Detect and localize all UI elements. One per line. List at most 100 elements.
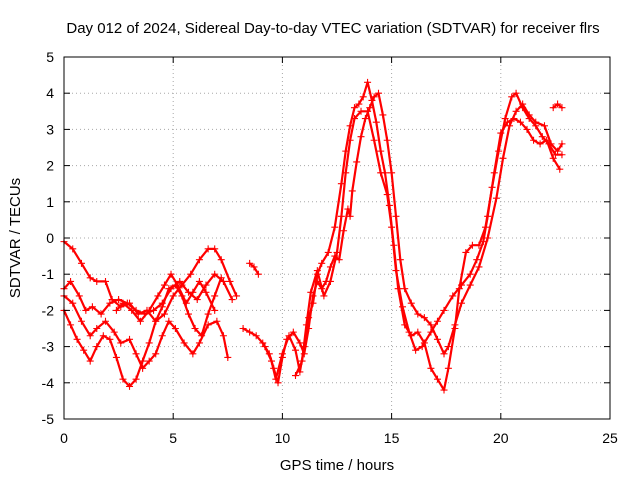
data-point bbox=[418, 343, 426, 351]
data-point bbox=[420, 314, 428, 322]
grid bbox=[64, 57, 610, 419]
data-point bbox=[154, 292, 162, 300]
data-point bbox=[407, 299, 415, 307]
data-point bbox=[342, 169, 350, 177]
data-point bbox=[292, 346, 300, 354]
y-tick-label: -5 bbox=[42, 411, 55, 427]
data-point bbox=[106, 335, 114, 343]
data-point bbox=[492, 194, 500, 202]
data-point bbox=[497, 129, 505, 137]
data-point bbox=[99, 332, 107, 340]
data-point bbox=[198, 332, 206, 340]
data-point bbox=[217, 274, 225, 282]
data-point bbox=[132, 350, 140, 358]
data-point bbox=[169, 292, 177, 300]
x-tick-label: 25 bbox=[602, 430, 618, 446]
data-point bbox=[128, 306, 136, 314]
data-point bbox=[558, 104, 566, 112]
y-tick-label: -4 bbox=[42, 375, 55, 391]
data-point bbox=[506, 122, 514, 130]
y-tick-label: 0 bbox=[46, 230, 54, 246]
data-point bbox=[93, 325, 101, 332]
data-point bbox=[538, 133, 546, 141]
data-point bbox=[466, 270, 474, 278]
y-tick-label: 1 bbox=[46, 194, 54, 210]
data-point bbox=[508, 93, 516, 101]
series-line bbox=[115, 273, 216, 323]
data-point bbox=[440, 306, 448, 314]
data-point bbox=[217, 256, 225, 264]
data-point bbox=[444, 343, 452, 351]
series-track-6 bbox=[246, 259, 262, 278]
data-point bbox=[93, 343, 101, 351]
data-point bbox=[357, 107, 365, 115]
data-point bbox=[388, 223, 396, 231]
data-point bbox=[126, 335, 134, 343]
data-point bbox=[182, 299, 190, 307]
data-point bbox=[67, 321, 75, 329]
data-point bbox=[296, 339, 304, 347]
data-point bbox=[536, 140, 544, 148]
data-point bbox=[377, 147, 385, 155]
data-point bbox=[512, 107, 520, 115]
data-point bbox=[457, 281, 465, 289]
data-point bbox=[361, 115, 369, 123]
y-tick-label: -3 bbox=[42, 339, 55, 355]
data-point bbox=[226, 277, 234, 285]
data-point bbox=[115, 296, 123, 304]
data-point bbox=[267, 357, 275, 365]
data-point bbox=[479, 238, 487, 246]
series-track-10 bbox=[549, 100, 566, 112]
data-point bbox=[364, 78, 372, 86]
data-point bbox=[246, 328, 254, 336]
data-point bbox=[101, 277, 109, 285]
data-point bbox=[254, 270, 262, 278]
data-point bbox=[252, 332, 260, 340]
data-point bbox=[427, 321, 435, 329]
data-point bbox=[298, 357, 306, 365]
data-point bbox=[444, 364, 452, 372]
data-point bbox=[307, 288, 315, 296]
series-track-4 bbox=[60, 274, 225, 390]
data-point bbox=[392, 267, 400, 275]
x-tick-label: 10 bbox=[275, 430, 291, 446]
data-point bbox=[331, 223, 339, 231]
data-point bbox=[112, 306, 120, 314]
y-tick-label: -1 bbox=[42, 266, 55, 282]
data-point bbox=[313, 267, 321, 275]
data-point bbox=[377, 169, 385, 177]
axis-ticks bbox=[63, 56, 611, 420]
data-point bbox=[440, 386, 448, 394]
series-track-2 bbox=[60, 270, 236, 318]
data-point bbox=[440, 350, 448, 358]
data-point bbox=[224, 353, 232, 361]
data-point bbox=[346, 136, 354, 144]
data-point bbox=[374, 89, 382, 97]
data-point bbox=[523, 125, 531, 133]
data-point bbox=[556, 165, 564, 173]
data-point bbox=[468, 241, 476, 249]
data-point bbox=[475, 263, 483, 271]
data-point bbox=[211, 245, 219, 253]
data-point bbox=[86, 357, 94, 365]
data-point bbox=[82, 306, 90, 314]
data-point bbox=[484, 234, 492, 242]
x-tick-label: 20 bbox=[493, 430, 509, 446]
data-point bbox=[195, 339, 203, 347]
data-point bbox=[184, 310, 192, 318]
data-point bbox=[549, 154, 557, 162]
data-point bbox=[112, 353, 120, 361]
data-point bbox=[202, 288, 210, 296]
data-point bbox=[525, 115, 533, 123]
series-track-7 bbox=[239, 89, 566, 387]
data-point bbox=[75, 292, 83, 300]
data-point bbox=[490, 169, 498, 177]
data-point bbox=[405, 328, 413, 336]
y-tick-labels: -5 -4 -3 -2 -1 0 1 2 3 4 5 bbox=[42, 49, 55, 427]
data-point bbox=[204, 245, 212, 253]
data-point bbox=[392, 212, 400, 220]
data-point bbox=[540, 122, 548, 130]
data-point bbox=[558, 140, 566, 148]
data-point bbox=[333, 248, 341, 256]
